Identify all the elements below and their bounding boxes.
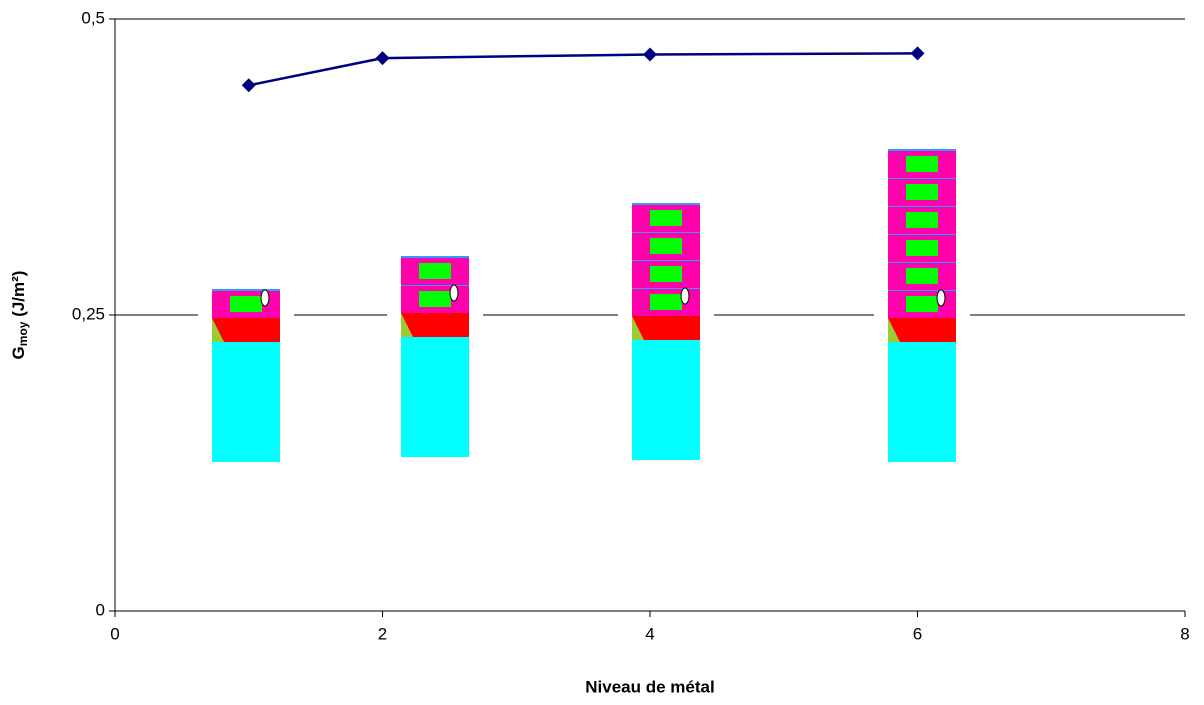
void [449,284,459,302]
substrate [632,340,700,460]
y-tick-label: 0 [96,600,105,619]
via [650,238,682,254]
layer-red [401,313,469,337]
y-label-unit: (J/m²) [9,271,28,322]
layer-red [888,318,956,342]
void [260,289,270,307]
wedge [632,316,644,340]
x-tick-label: 0 [110,624,119,643]
illustrations [198,144,970,462]
via [650,266,682,282]
y-tick-label: 0,25 [72,304,105,323]
point-marker [241,78,256,93]
via [419,291,451,307]
y-label-main: G [9,346,28,359]
via [650,294,682,310]
y-tick-label: 0,5 [81,8,105,27]
series-line [248,52,918,87]
layer-red [212,318,280,342]
layer-red [632,316,700,340]
via [650,210,682,226]
via [906,156,938,172]
axes: 0 0,25 0,5 0 2 4 6 8 [72,8,1190,643]
via [230,296,262,312]
wedge [401,313,413,337]
wedge [888,318,900,342]
y-label-sub: moy [16,321,30,346]
via [906,296,938,312]
x-tick-label: 6 [913,624,922,643]
via [906,212,938,228]
point-marker [910,46,925,61]
via [419,263,451,279]
void [680,287,690,305]
x-axis-label: Niveau de métal [585,677,714,696]
point-marker [643,47,657,62]
via [906,184,938,200]
void [936,289,946,307]
x-tick-label: 8 [1180,624,1189,643]
y-axis-label: Gmoy (J/m²) [9,271,30,360]
substrate [212,342,280,462]
wedge [212,318,224,342]
via [906,240,938,256]
substrate [888,342,956,462]
substrate [401,337,469,457]
x-tick-label: 2 [378,624,387,643]
x-tick-label: 4 [645,624,654,643]
point-marker [375,51,390,66]
via [906,268,938,284]
